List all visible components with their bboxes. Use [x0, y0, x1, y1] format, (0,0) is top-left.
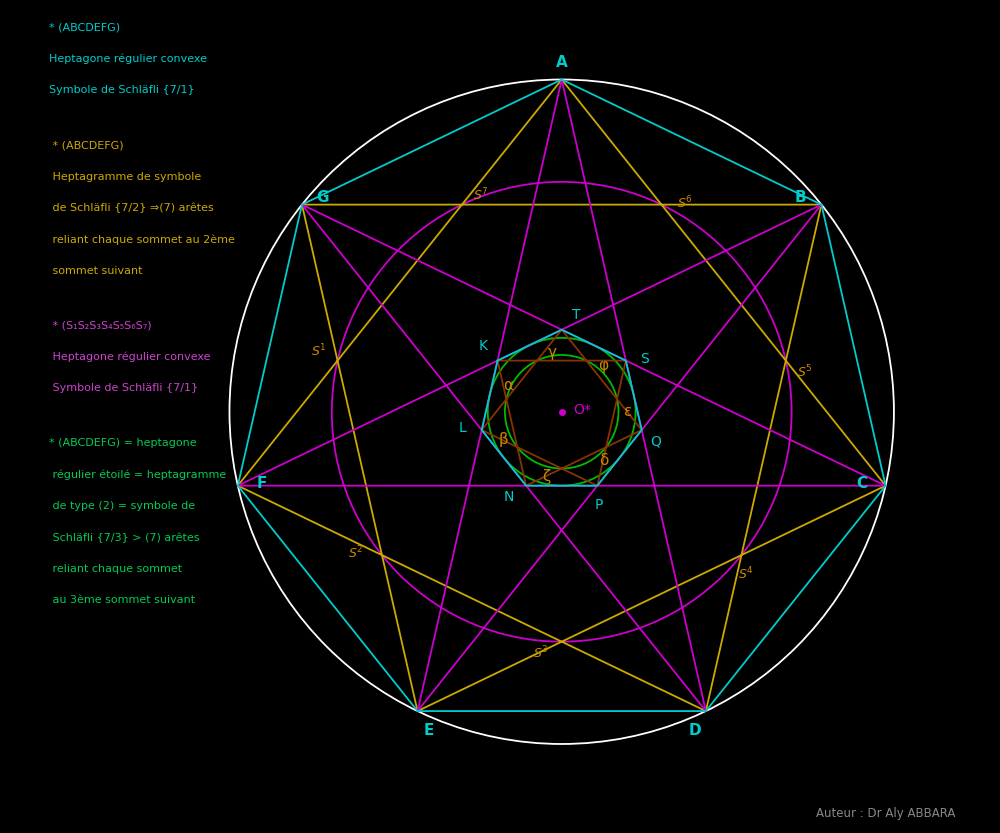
Text: E: E — [424, 722, 434, 737]
Text: * (ABCDEFG): * (ABCDEFG) — [49, 140, 124, 150]
Text: P: P — [595, 497, 603, 511]
Text: B: B — [795, 190, 806, 205]
Text: Heptagone régulier convexe: Heptagone régulier convexe — [49, 54, 207, 64]
Text: Heptagramme de symbole: Heptagramme de symbole — [49, 172, 201, 182]
Text: $S^7$: $S^7$ — [473, 187, 489, 203]
Text: $S^4$: $S^4$ — [738, 566, 754, 582]
Text: Heptagone régulier convexe: Heptagone régulier convexe — [49, 352, 211, 362]
Text: au 3ème sommet suivant: au 3ème sommet suivant — [49, 595, 195, 605]
Text: β: β — [498, 432, 508, 447]
Text: D: D — [688, 722, 701, 737]
Text: C: C — [856, 476, 867, 491]
Text: L: L — [459, 421, 467, 435]
Text: G: G — [317, 190, 329, 205]
Text: Auteur : Dr Aly ABBARA: Auteur : Dr Aly ABBARA — [816, 807, 956, 820]
Text: α: α — [503, 378, 513, 393]
Text: ε: ε — [624, 404, 633, 419]
Text: * (ABCDEFG) = heptagone: * (ABCDEFG) = heptagone — [49, 438, 197, 448]
Text: $S^5$: $S^5$ — [797, 364, 813, 381]
Text: * (ABCDEFG): * (ABCDEFG) — [49, 22, 120, 32]
Text: $S^2$: $S^2$ — [348, 545, 363, 561]
Text: $S^3$: $S^3$ — [533, 645, 549, 661]
Text: Schläfli {7/3} > (7) arêtes: Schläfli {7/3} > (7) arêtes — [49, 532, 200, 543]
Text: ζ: ζ — [542, 469, 551, 484]
Text: de Schläfli {7/2} ⇒(7) arêtes: de Schläfli {7/2} ⇒(7) arêtes — [49, 203, 214, 213]
Text: Q: Q — [650, 434, 661, 448]
Text: γ: γ — [548, 346, 557, 361]
Text: δ: δ — [600, 453, 609, 468]
Text: N: N — [504, 490, 514, 504]
Text: O*: O* — [573, 403, 591, 416]
Text: Symbole de Schläfli {7/1}: Symbole de Schläfli {7/1} — [49, 383, 198, 393]
Text: K: K — [479, 339, 488, 353]
Text: φ: φ — [598, 358, 608, 373]
Text: A: A — [556, 55, 568, 70]
Text: régulier étoilé = heptagramme: régulier étoilé = heptagramme — [49, 470, 226, 480]
Text: T: T — [572, 308, 580, 322]
Text: F: F — [256, 476, 267, 491]
Text: $S^1$: $S^1$ — [311, 343, 326, 359]
Text: $S^6$: $S^6$ — [677, 194, 693, 211]
Text: S: S — [640, 352, 649, 366]
Text: Symbole de Schläfli {7/1}: Symbole de Schläfli {7/1} — [49, 85, 195, 95]
Text: * (S₁S₂S₃S₄S₅S₆S₇): * (S₁S₂S₃S₄S₅S₆S₇) — [49, 321, 152, 331]
Text: reliant chaque sommet au 2ème: reliant chaque sommet au 2ème — [49, 234, 235, 245]
Text: sommet suivant: sommet suivant — [49, 266, 143, 276]
Text: de type (2) = symbole de: de type (2) = symbole de — [49, 501, 195, 511]
Text: reliant chaque sommet: reliant chaque sommet — [49, 564, 182, 574]
